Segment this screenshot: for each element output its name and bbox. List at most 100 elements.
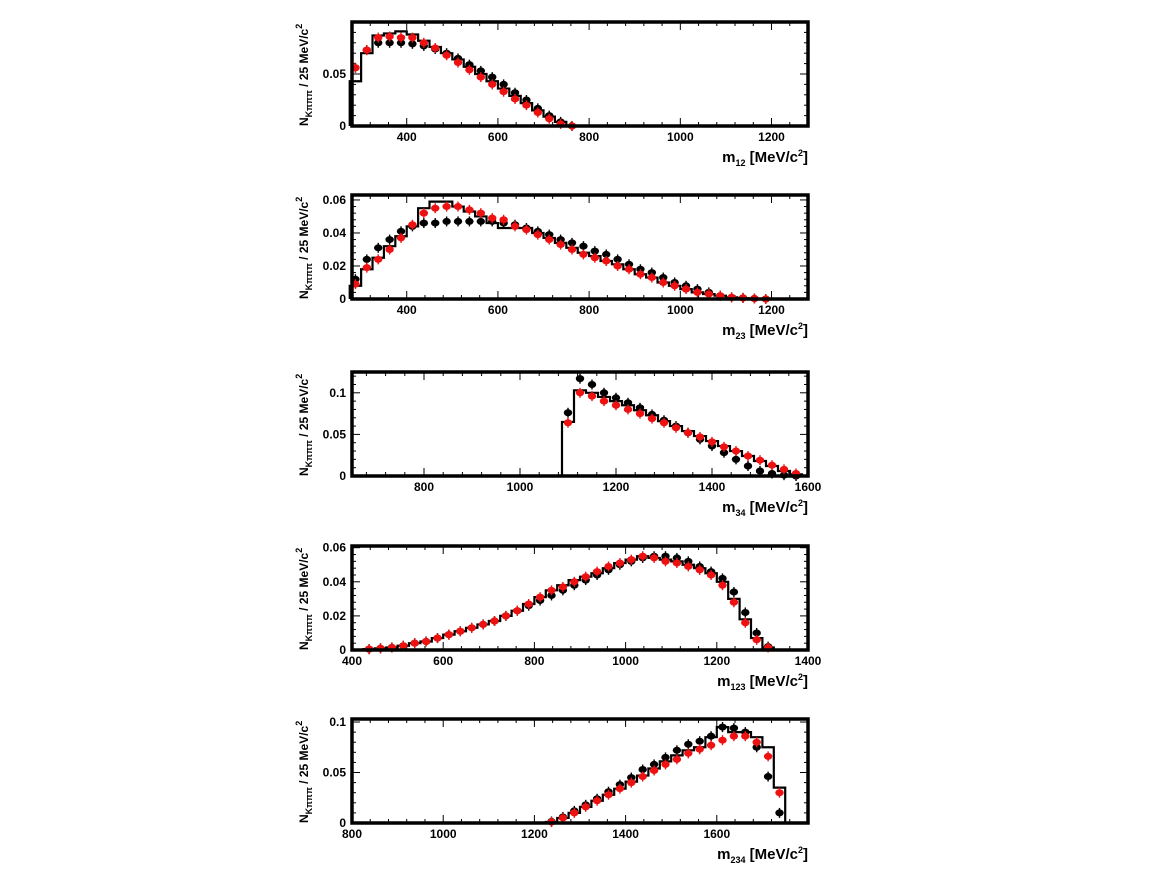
- black-point: [718, 723, 727, 731]
- x-tick-label: 400: [397, 303, 417, 317]
- black-point: [442, 217, 451, 225]
- red-point: [499, 216, 508, 224]
- red-point: [478, 620, 488, 628]
- x-tick-label: 800: [414, 480, 434, 494]
- y-tick-label: 0.02: [323, 609, 347, 623]
- red-point: [499, 88, 508, 96]
- black-point: [611, 394, 621, 402]
- x-tick-label: 600: [488, 130, 508, 144]
- red-point: [741, 619, 750, 627]
- y-tick-label: 0.06: [323, 193, 347, 207]
- black-point: [374, 39, 383, 47]
- red-point: [563, 419, 573, 427]
- red-point: [442, 51, 451, 59]
- histogram-m123: [362, 555, 775, 651]
- red-point: [635, 410, 645, 418]
- red-point: [741, 732, 750, 740]
- red-point: [592, 568, 602, 576]
- red-point: [465, 206, 474, 214]
- black-point: [476, 67, 486, 75]
- black-point: [775, 809, 784, 817]
- red-point: [433, 634, 442, 642]
- red-point: [684, 562, 693, 570]
- black-point: [385, 39, 394, 47]
- red-point: [567, 245, 577, 253]
- red-point: [592, 797, 602, 805]
- red-point: [522, 101, 531, 109]
- y-axis-title: NKπππ / 25 MeV/c2: [294, 548, 314, 650]
- black-point: [590, 247, 600, 255]
- histogram-m23: [348, 200, 772, 301]
- x-tick-label: 800: [579, 130, 599, 144]
- black-point: [563, 409, 573, 417]
- black-point: [684, 557, 693, 565]
- x-tick-label: 1200: [521, 827, 548, 841]
- black-point: [522, 96, 531, 104]
- black-point: [613, 255, 622, 263]
- black-point: [396, 227, 406, 235]
- red-point: [775, 789, 784, 797]
- y-tick-label: 0.1: [329, 715, 346, 729]
- x-tick-label: 800: [342, 827, 362, 841]
- red-point: [602, 257, 611, 265]
- black-point: [599, 389, 609, 397]
- red-point: [476, 209, 486, 217]
- red-point: [743, 452, 753, 460]
- red-point: [647, 274, 657, 282]
- x-tick-label: 1000: [612, 654, 639, 668]
- red-point: [533, 108, 543, 116]
- red-point: [431, 44, 440, 52]
- x-tick-label: 1000: [430, 827, 457, 841]
- black-point: [602, 250, 611, 258]
- black-point: [752, 629, 761, 637]
- red-point: [695, 745, 704, 753]
- red-point: [718, 581, 727, 589]
- red-point: [706, 571, 716, 579]
- red-point: [385, 245, 394, 253]
- black-point: [672, 746, 682, 754]
- red-point: [374, 255, 383, 263]
- black-point: [419, 219, 429, 227]
- red-point: [670, 282, 679, 290]
- black-point: [465, 61, 474, 69]
- red-point: [672, 755, 682, 763]
- red-point: [558, 814, 568, 822]
- red-point: [490, 617, 499, 625]
- red-point: [672, 559, 682, 567]
- red-point: [719, 443, 729, 451]
- red-point: [729, 598, 739, 606]
- red-point: [465, 66, 474, 74]
- red-point: [488, 80, 497, 88]
- x-tick-label: 1600: [703, 827, 730, 841]
- black-point: [476, 217, 486, 225]
- red-point: [362, 264, 372, 272]
- x-axis-title: m34 [MeV/c2]: [722, 498, 808, 518]
- y-tick-label: 0: [339, 816, 346, 830]
- y-tick-label: 0.04: [323, 575, 347, 589]
- x-tick-label: 600: [488, 303, 508, 317]
- black-point: [567, 239, 577, 247]
- black-point: [374, 244, 383, 252]
- x-axis-title: m23 [MeV/c2]: [722, 321, 808, 341]
- red-point: [706, 741, 716, 749]
- red-point: [649, 554, 659, 562]
- red-point: [627, 556, 636, 564]
- x-tick-label: 1600: [795, 480, 822, 494]
- black-point: [627, 774, 636, 782]
- red-point: [488, 214, 497, 222]
- red-point: [467, 624, 476, 632]
- panel-m23: 400 600 800 1000 1200 0 0.02 0.04 0.06 m23 [MeV/c…: [294, 193, 810, 341]
- black-point: [547, 591, 556, 599]
- x-tick-label: 1400: [795, 654, 822, 668]
- red-point: [604, 791, 613, 799]
- plot-frame: [350, 544, 810, 652]
- black-point: [661, 753, 670, 761]
- black-point: [510, 89, 520, 97]
- red-point: [695, 433, 705, 441]
- plot-frame: [350, 717, 810, 825]
- red-point: [755, 456, 765, 464]
- black-point: [408, 40, 417, 48]
- black-point: [719, 449, 729, 457]
- x-tick-label: 800: [524, 654, 544, 668]
